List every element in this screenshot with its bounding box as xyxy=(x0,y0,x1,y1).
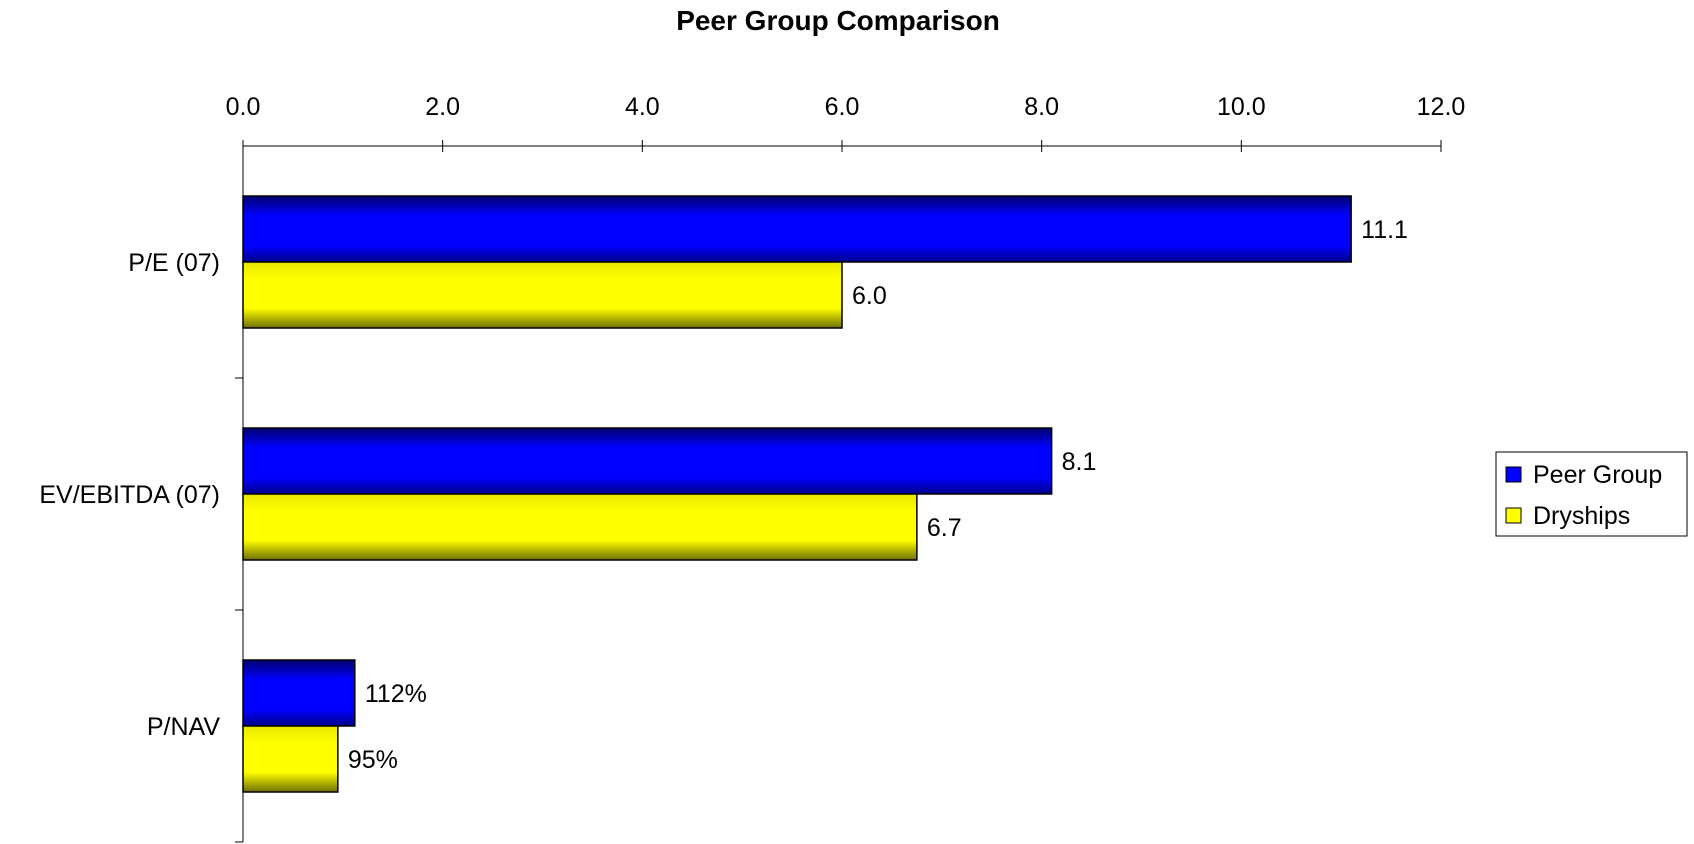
x-tick-label: 8.0 xyxy=(1024,93,1059,121)
data-label: 11.1 xyxy=(1361,216,1408,244)
bar-peer-group xyxy=(242,427,1053,495)
category-label: P/NAV xyxy=(147,713,220,741)
x-tick-label: 6.0 xyxy=(825,93,860,121)
x-tick-label: 12.0 xyxy=(1417,93,1466,121)
bar-dryships xyxy=(242,261,843,329)
legend-box xyxy=(1495,451,1688,537)
category-label: P/E (07) xyxy=(128,249,220,277)
data-label: 6.0 xyxy=(852,282,887,310)
category-label: EV/EBITDA (07) xyxy=(39,481,220,509)
x-tick-label: 10.0 xyxy=(1217,93,1266,121)
x-tick-label: 4.0 xyxy=(625,93,660,121)
data-label: 112% xyxy=(365,680,427,708)
x-tick-label: 0.0 xyxy=(226,93,261,121)
chart-title: Peer Group Comparison xyxy=(676,5,1000,36)
data-label: 6.7 xyxy=(927,514,962,542)
bar-peer-group xyxy=(242,659,356,727)
data-label: 8.1 xyxy=(1062,448,1097,476)
legend-label: Peer Group xyxy=(1533,461,1662,489)
axes: 0.0 2.0 4.0 6.0 8.0 10.0 12.0 xyxy=(226,93,1466,843)
bars: P/E (07) 11.1 6.0 EV/EBITDA (07) 8.1 6.7 P/NAV… xyxy=(39,195,1408,793)
legend-label: Dryships xyxy=(1533,502,1630,530)
bar-dryships xyxy=(242,725,339,793)
data-label: 95% xyxy=(348,746,398,774)
legend-swatch xyxy=(1505,466,1522,483)
x-tick-label: 2.0 xyxy=(425,93,460,121)
legend-swatch xyxy=(1505,507,1522,524)
bar-peer-group xyxy=(242,195,1352,263)
bar-dryships xyxy=(242,493,918,561)
legend: Peer Group Dryships xyxy=(1495,451,1688,537)
